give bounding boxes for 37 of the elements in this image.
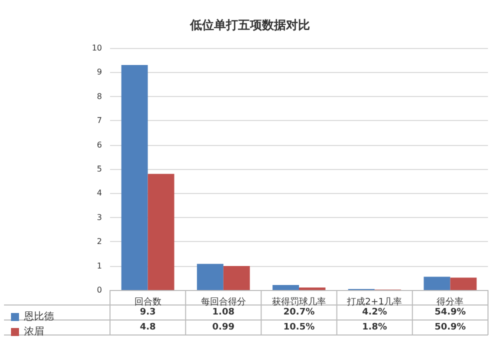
data-label: 54.9% — [434, 308, 466, 318]
y-tick-label: 10 — [92, 44, 102, 52]
x-tick-label: 打成2+1几率 — [346, 296, 402, 308]
bar — [424, 276, 450, 290]
bar — [223, 266, 250, 290]
y-tick-label: 3 — [96, 212, 102, 222]
legend-label: 恩比德 — [23, 310, 54, 322]
chart-title: 低位单打五项数据对比 — [189, 18, 310, 32]
bar — [148, 174, 174, 290]
y-tick-label: 1 — [96, 261, 102, 270]
x-tick-label: 得分率 — [436, 296, 464, 308]
data-label: 1.8% — [362, 322, 388, 332]
data-label: 10.5% — [283, 322, 315, 332]
y-tick-label: 2 — [96, 237, 102, 246]
data-label: 4.8 — [140, 322, 156, 332]
data-label: 0.99 — [212, 322, 235, 332]
bar — [121, 64, 148, 290]
data-label: 9.3 — [140, 308, 156, 318]
x-tick-label: 获得罚球几率 — [272, 296, 326, 308]
legend-label: 浓眉 — [24, 326, 44, 338]
bar — [450, 278, 477, 290]
data-label: 50.9% — [434, 322, 466, 332]
y-tick-label: 8 — [96, 92, 102, 101]
x-tick-label: 回合数 — [134, 296, 162, 308]
y-tick-label: 0 — [96, 286, 102, 294]
bar — [196, 264, 224, 290]
bar — [299, 287, 326, 290]
data-label: 1.08 — [212, 308, 235, 318]
data-label: 20.7% — [283, 308, 315, 318]
data-label: 4.2% — [362, 308, 388, 318]
bar — [272, 284, 299, 290]
y-tick-label: 5 — [96, 164, 102, 174]
y-tick-label: 9 — [96, 68, 102, 77]
y-tick-label: 4 — [96, 188, 102, 198]
y-tick-label: 6 — [96, 140, 102, 150]
y-tick-label: 7 — [96, 116, 102, 126]
x-tick-label: 每回合得分 — [200, 296, 246, 308]
